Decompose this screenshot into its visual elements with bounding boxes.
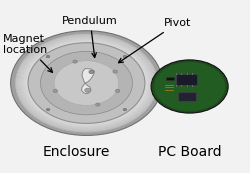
Bar bbox=[178, 92, 196, 101]
Circle shape bbox=[123, 55, 127, 58]
Circle shape bbox=[154, 62, 225, 111]
Circle shape bbox=[96, 103, 100, 106]
Text: Enclosure: Enclosure bbox=[43, 145, 110, 160]
Circle shape bbox=[151, 60, 228, 113]
Circle shape bbox=[113, 70, 117, 73]
Circle shape bbox=[28, 43, 145, 123]
Circle shape bbox=[46, 108, 50, 111]
Circle shape bbox=[85, 88, 91, 92]
Bar bbox=[166, 77, 174, 80]
Circle shape bbox=[11, 31, 162, 135]
Polygon shape bbox=[82, 69, 94, 94]
Circle shape bbox=[89, 70, 94, 74]
Bar bbox=[176, 75, 197, 85]
Text: Pivot: Pivot bbox=[118, 18, 191, 63]
Circle shape bbox=[73, 60, 78, 63]
Circle shape bbox=[53, 89, 58, 92]
Text: Magnet
location: Magnet location bbox=[3, 34, 52, 72]
Circle shape bbox=[54, 61, 119, 105]
Text: Pendulum: Pendulum bbox=[62, 16, 118, 57]
Circle shape bbox=[123, 108, 127, 111]
Circle shape bbox=[115, 89, 120, 92]
Circle shape bbox=[46, 55, 50, 58]
Circle shape bbox=[40, 51, 132, 115]
Text: PC Board: PC Board bbox=[158, 145, 222, 160]
Circle shape bbox=[16, 34, 157, 132]
